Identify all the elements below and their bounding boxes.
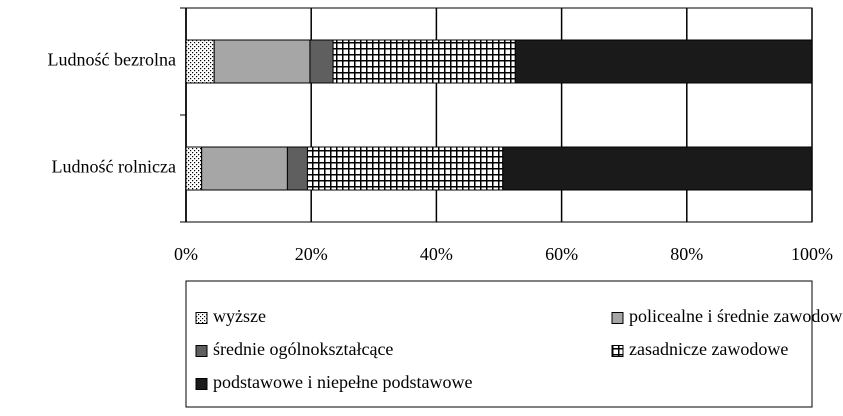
- legend-label: wyższe: [213, 306, 266, 326]
- legend-label: zasadnicze zawodowe: [629, 339, 788, 359]
- x-tick-label: 40%: [420, 244, 453, 264]
- x-tick-label: 20%: [295, 244, 328, 264]
- legend-swatch: [611, 345, 624, 357]
- legend-box: [185, 280, 813, 408]
- bar-segment: [185, 39, 215, 84]
- legend-swatch: [611, 312, 624, 324]
- legend-label: średnie ogólnokształcące: [213, 339, 393, 359]
- y-tick-label: Ludność bezrolna: [48, 50, 176, 70]
- legend-swatch: [195, 312, 208, 324]
- x-tick-label: 0%: [174, 244, 198, 264]
- bar-segment: [201, 146, 288, 191]
- x-tick-label: 80%: [670, 244, 703, 264]
- bar-segment: [185, 146, 203, 191]
- bar-segment: [514, 39, 813, 84]
- bar-segment: [306, 146, 504, 191]
- bar-segment: [309, 39, 334, 84]
- bar-segment: [286, 146, 308, 191]
- y-tick-label: Ludność rolnicza: [52, 157, 176, 177]
- bar-segment: [332, 39, 516, 84]
- legend-label: policealne i średnie zawodowe: [629, 306, 843, 326]
- bar-segment: [502, 146, 813, 191]
- legend-swatch: [195, 378, 208, 390]
- bar-segment: [213, 39, 311, 84]
- x-tick-label: 100%: [791, 244, 833, 264]
- legend-label: podstawowe i niepełne podstawowe: [213, 372, 472, 392]
- legend-swatch: [195, 345, 208, 357]
- x-tick-label: 60%: [545, 244, 578, 264]
